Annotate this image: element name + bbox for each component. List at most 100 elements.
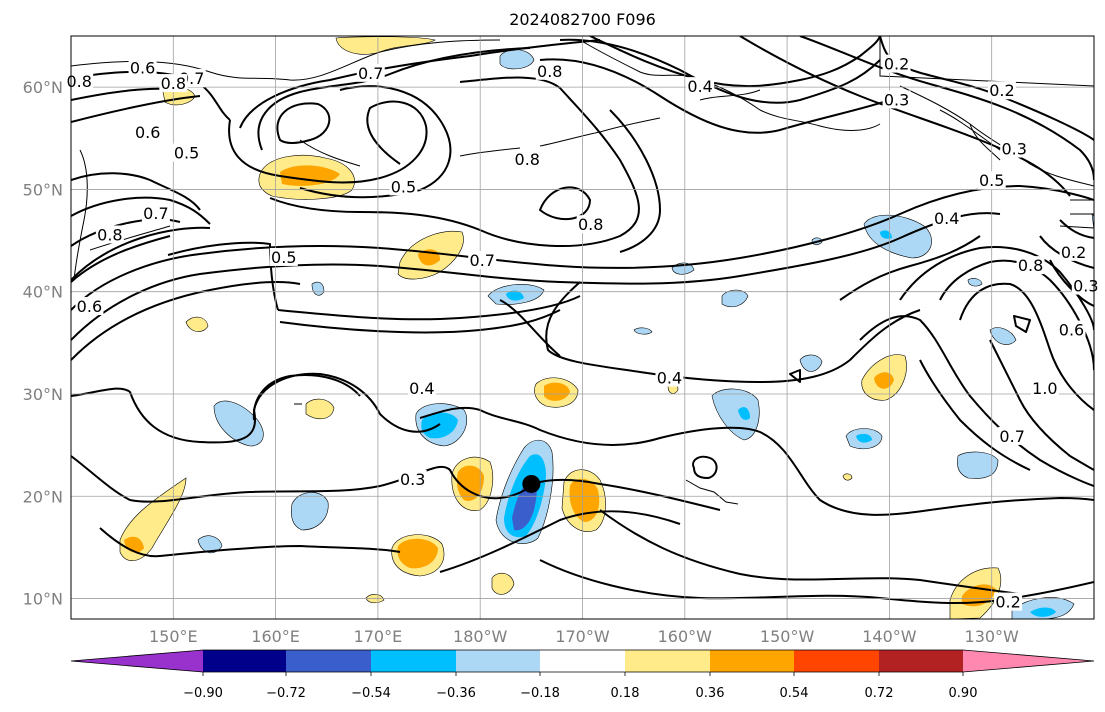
contour-label-bg xyxy=(389,177,418,196)
negative-anomaly-area xyxy=(711,388,760,441)
coastlines xyxy=(71,36,1094,505)
gridlines xyxy=(71,36,1094,619)
contour-labels: 0.8 0.6 0.7 0.8 0.6 0.5 0.7 0.5 0.8 0.8 0.8 0.7 0.8 0… xyxy=(65,54,1100,612)
colorbar-segment xyxy=(371,650,456,672)
contour-label-bg xyxy=(932,209,961,228)
lon-tick-label: 150°E xyxy=(149,627,198,646)
contour-label-bg xyxy=(133,123,162,142)
contour-label: 0.2 xyxy=(1061,243,1086,262)
contour-label-bg xyxy=(882,90,911,109)
contour-label: 0.8 xyxy=(161,74,186,93)
contour-label-bg xyxy=(128,58,157,77)
lat-tick-label: 40°N xyxy=(23,283,63,302)
negative-anomaly-area xyxy=(213,400,264,447)
negative-anomaly-area xyxy=(957,451,999,479)
contour-label-bg xyxy=(1059,242,1088,261)
lon-tick-label: 170°E xyxy=(354,627,403,646)
lon-tick-label: 130°W xyxy=(965,627,1020,646)
contour-label: 0.6 xyxy=(130,59,155,78)
lat-tick-label: 10°N xyxy=(23,590,63,609)
contour-label-bg xyxy=(998,426,1027,445)
colorbar: −0.90 −0.72 −0.54 −0.36 −0.18 0.18 0.36 0.54 0.7… xyxy=(70,649,1095,701)
lat-tick-label: 20°N xyxy=(23,487,63,506)
positive-anomaly-area xyxy=(305,398,335,420)
colorbar-tick-label: 0.54 xyxy=(780,686,809,701)
contour-label: 0.4 xyxy=(934,209,959,228)
contour-label-bg xyxy=(987,81,1016,100)
colorbar-tick-label: 0.90 xyxy=(949,686,978,701)
contour-label: 0.2 xyxy=(995,593,1020,612)
contour-label: 0.4 xyxy=(657,369,682,388)
colorbar-segment xyxy=(540,650,625,672)
contour-label: 0.3 xyxy=(400,470,425,489)
contour-label: 0.5 xyxy=(391,177,416,196)
contour-label-bg xyxy=(535,61,564,80)
contour-label-bg xyxy=(1016,256,1045,275)
contour-label: 1.0 xyxy=(1032,379,1057,398)
contour-label: 0.7 xyxy=(143,204,168,223)
lat-tick-label: 50°N xyxy=(23,180,63,199)
contour-label: 0.6 xyxy=(77,297,102,316)
lat-tick-label: 60°N xyxy=(23,78,63,97)
contour-label-bg xyxy=(1057,320,1086,339)
positive-anomaly-area xyxy=(842,473,853,481)
lon-tick-label: 150°W xyxy=(760,627,815,646)
contour-label-bg xyxy=(75,297,104,316)
contour-label: 0.6 xyxy=(135,123,160,142)
colorbar-tick-label: −0.18 xyxy=(520,686,560,701)
contour-label: 0.8 xyxy=(515,150,540,169)
negative-anomaly-area xyxy=(291,492,329,531)
anomaly-shading xyxy=(119,36,1094,619)
negative-anomaly-area xyxy=(721,289,749,308)
contour-label: 0.5 xyxy=(271,248,296,267)
contour-label: 0.4 xyxy=(687,77,712,96)
contour-label: 0.8 xyxy=(537,62,562,81)
contour-label: 0.3 xyxy=(1001,140,1026,159)
colorbar-tick-label: −0.36 xyxy=(436,686,476,701)
contour-label-bg xyxy=(882,54,911,73)
contour-label-bg xyxy=(1000,139,1029,158)
map-title: 2024082700 F096 xyxy=(509,10,656,29)
contour-label-bg xyxy=(398,469,427,488)
contour-label-bg xyxy=(407,378,436,397)
contour-label-bg xyxy=(65,72,94,91)
negative-anomaly-area xyxy=(799,354,823,372)
colorbar-segment xyxy=(203,650,286,672)
positive-anomaly-area xyxy=(335,36,436,55)
negative-anomaly-area xyxy=(989,327,1017,345)
contour-label-bg xyxy=(172,143,201,162)
contour-label: 0.7 xyxy=(358,64,383,83)
colorbar-segment xyxy=(286,650,371,672)
contour-label-bg xyxy=(576,215,605,234)
contour-label-bg xyxy=(95,225,124,244)
lon-tick-label: 140°W xyxy=(862,627,917,646)
longitude-tick-labels: 150°E 160°E 170°E 180°W 170°W 160°W 150°W 140°W… xyxy=(149,627,1019,646)
contour-label-bg xyxy=(269,247,298,266)
positive-anomaly-area xyxy=(491,572,515,595)
lon-tick-label: 170°W xyxy=(555,627,610,646)
colorbar-segment xyxy=(625,650,710,672)
storm-center-marker xyxy=(522,474,541,493)
contour-label-bg xyxy=(1030,378,1059,397)
lon-tick-label: 180°W xyxy=(453,627,508,646)
colorbar-segment xyxy=(879,650,963,672)
colorbar-tick-label: 0.72 xyxy=(865,686,894,701)
negative-anomaly-area xyxy=(311,281,325,296)
colorbar-segment xyxy=(456,650,540,672)
negative-anomaly-area xyxy=(967,278,983,287)
contour-label-bg xyxy=(141,203,170,222)
contour-lines xyxy=(71,36,1094,605)
contour-label: 0.8 xyxy=(1018,256,1043,275)
colorbar-tick-label: 0.36 xyxy=(696,686,725,701)
colorbar-extend-min xyxy=(71,650,203,672)
negative-anomaly-area xyxy=(633,327,653,335)
contour-label-bg xyxy=(977,171,1006,190)
contour-label: 0.2 xyxy=(884,55,909,74)
contour-label: 0.8 xyxy=(578,215,603,234)
latitude-tick-labels: 10°N 20°N 30°N 40°N 50°N 60°N xyxy=(23,78,63,608)
colorbar-segment xyxy=(794,650,879,672)
contour-label-bg xyxy=(513,149,542,168)
contour-label-bg xyxy=(994,592,1023,611)
contour-label-bg xyxy=(468,251,497,270)
